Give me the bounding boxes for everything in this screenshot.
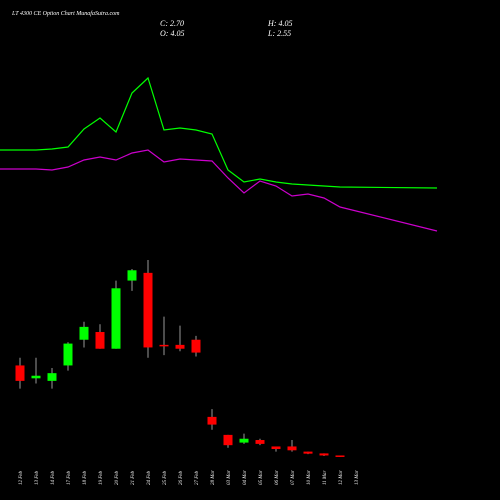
indicator-line-1 xyxy=(0,76,438,189)
x-tick-label: 25 Feb xyxy=(163,470,168,485)
candle xyxy=(287,440,297,452)
candle-body-down xyxy=(95,332,105,349)
indicator-lines xyxy=(0,76,438,232)
candle xyxy=(63,342,73,371)
x-tick-label: 04 Mar xyxy=(243,470,248,485)
candle xyxy=(191,335,201,357)
candle-body-up xyxy=(47,373,57,381)
x-tick-label: 27 Feb xyxy=(195,470,200,485)
candle xyxy=(111,280,121,349)
candle xyxy=(223,434,233,448)
candle-body-down xyxy=(271,446,281,450)
candle xyxy=(127,269,137,291)
candle-body-down xyxy=(287,446,297,451)
candle xyxy=(271,446,281,452)
candlesticks xyxy=(15,260,345,457)
candle-body-up xyxy=(31,375,41,379)
candle xyxy=(159,316,169,356)
candle xyxy=(207,409,217,430)
candle-body-down xyxy=(159,344,169,347)
open-value: O: 4.05 xyxy=(160,29,185,38)
candle xyxy=(95,324,105,349)
x-tick-label: 05 Mar xyxy=(259,470,264,485)
high-value: H: 4.05 xyxy=(268,19,293,28)
candle xyxy=(31,357,41,384)
candle-body-down xyxy=(143,272,153,348)
x-tick-label: 11 Mar xyxy=(323,470,328,485)
x-tick-label: 18 Feb xyxy=(83,470,88,485)
candle-body-up xyxy=(239,438,249,443)
candle xyxy=(319,453,329,456)
candle xyxy=(335,455,345,457)
candle-body-down xyxy=(207,416,217,425)
candle-body-up xyxy=(111,288,121,349)
x-tick-label: 26 Feb xyxy=(179,470,184,485)
candle xyxy=(143,260,153,358)
candle-body-down xyxy=(223,434,233,446)
x-tick-label: 20 Feb xyxy=(115,470,120,485)
close-value: C: 2.70 xyxy=(160,19,184,28)
candle-body-up xyxy=(79,326,89,340)
candle-body-down xyxy=(175,344,185,349)
x-tick-label: 21 Feb xyxy=(131,470,136,485)
x-axis-labels: 12 Feb 13 Feb 14 Feb 17 Feb 18 Feb 19 Feb 20 F… xyxy=(19,470,360,485)
candle-body-down xyxy=(303,451,313,454)
candle xyxy=(175,325,185,352)
x-tick-label: 13 Mar xyxy=(355,470,360,485)
x-tick-label: 12 Mar xyxy=(339,470,344,485)
candle-body-up xyxy=(63,343,73,366)
candle xyxy=(303,451,313,455)
x-tick-label: 19 Feb xyxy=(99,470,104,485)
chart-title: LT 4300 CE Option Chart MunafaSutra.com xyxy=(12,11,120,17)
x-tick-label: 28 Mar xyxy=(211,470,216,485)
x-tick-label: 13 Feb xyxy=(35,470,40,485)
x-tick-label: 24 Feb xyxy=(147,470,152,485)
candle xyxy=(255,438,265,446)
candle xyxy=(79,321,89,348)
x-tick-label: 17 Feb xyxy=(67,470,72,485)
x-tick-label: 14 Feb xyxy=(51,470,56,485)
x-tick-label: 06 Mar xyxy=(275,470,280,485)
indicator-line-2 xyxy=(0,149,438,232)
candle-body-down xyxy=(255,440,265,444)
candle-body-up xyxy=(127,270,137,281)
candle xyxy=(15,357,25,389)
candle xyxy=(239,433,249,444)
candle-body-down xyxy=(319,453,329,456)
x-tick-label: 10 Mar xyxy=(307,470,312,485)
x-tick-label: 07 Mar xyxy=(291,470,296,485)
candle xyxy=(47,368,57,389)
x-tick-label: 03 Mar xyxy=(227,470,232,485)
candle-body-down xyxy=(191,339,201,353)
candle-body-down xyxy=(15,365,25,381)
candle-body-down xyxy=(335,455,345,457)
x-tick-label: 12 Feb xyxy=(19,470,24,485)
low-value: L: 2.55 xyxy=(268,29,292,38)
